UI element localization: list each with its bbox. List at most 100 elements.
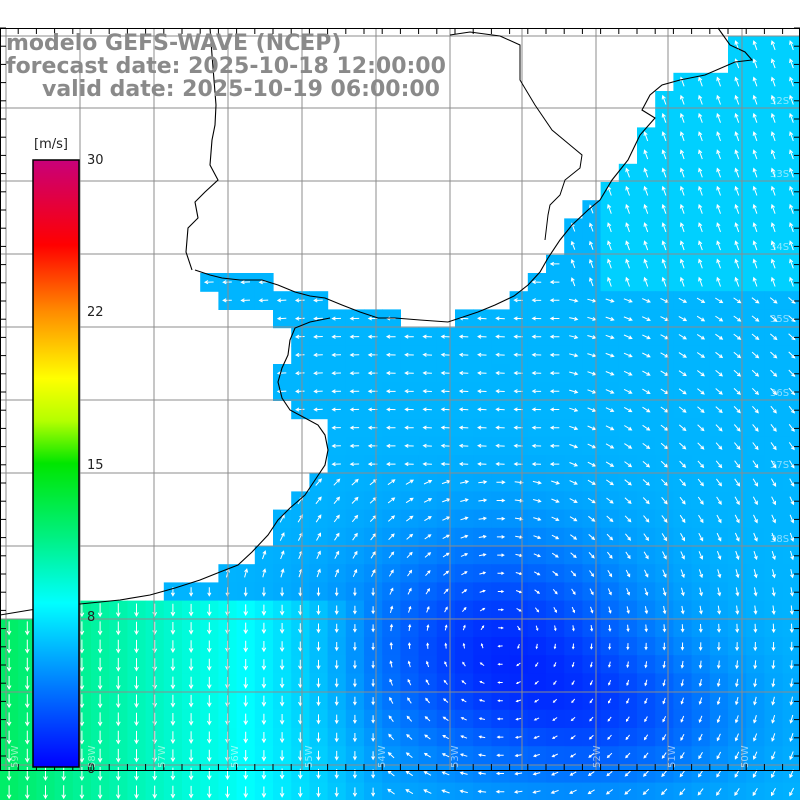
wind-arrow: [661, 222, 667, 233]
wind-arrow: [331, 425, 341, 430]
wind-arrow: [134, 712, 139, 727]
wind-arrow: [770, 131, 776, 142]
wind-arrow: [643, 131, 649, 142]
wind-arrow: [461, 571, 468, 576]
wind-arrow: [607, 203, 612, 214]
wind-arrow: [733, 315, 742, 322]
wind-arrow: [352, 532, 358, 541]
wind-arrow: [715, 406, 723, 414]
wind-arrow: [569, 789, 577, 794]
wind-arrow: [79, 694, 85, 709]
wind-arrow: [462, 642, 466, 649]
wind-arrow: [608, 661, 611, 668]
wind-arrow: [240, 298, 251, 303]
wind-arrow: [97, 712, 103, 727]
wind-arrow: [549, 280, 560, 285]
wind-arrow: [570, 570, 577, 577]
wind-arrow: [334, 623, 339, 634]
wind-arrow: [353, 587, 357, 597]
wind-arrow: [715, 424, 723, 432]
wind-arrow: [790, 569, 795, 579]
wind-arrow: [385, 334, 396, 339]
wind-arrow: [661, 276, 667, 287]
wind-arrow: [660, 460, 669, 468]
wind-arrow: [279, 714, 285, 725]
wind-arrow: [680, 624, 685, 633]
wind-arrow: [642, 788, 650, 796]
wind-arrow: [334, 532, 340, 541]
wind-arrow: [477, 370, 487, 376]
wind-arrow: [404, 425, 414, 430]
wind-arrow: [115, 785, 121, 800]
wind-arrow: [240, 280, 251, 285]
wind-arrow: [698, 258, 703, 269]
wind-arrow: [334, 678, 339, 688]
wind-arrow: [642, 770, 649, 777]
wind-arrow: [243, 640, 249, 653]
wind-arrow: [549, 443, 560, 448]
wind-arrow: [679, 788, 686, 796]
wind-arrow: [115, 657, 121, 672]
wind-arrow: [698, 149, 703, 160]
wind-arrow: [770, 94, 776, 105]
wind-arrow: [752, 258, 758, 269]
wind-arrow: [771, 641, 776, 652]
wind-arrow: [553, 643, 557, 650]
wind-arrow: [389, 696, 394, 704]
wind-arrow: [660, 788, 668, 796]
wind-arrow: [97, 694, 103, 709]
wind-arrow: [770, 276, 776, 287]
wind-arrow: [170, 694, 176, 708]
wind-arrow: [6, 712, 12, 727]
wind-arrow: [389, 623, 394, 632]
wind-arrow: [753, 696, 757, 706]
wind-arrow: [716, 149, 721, 160]
wind-arrow: [644, 642, 648, 651]
wind-arrow: [462, 624, 466, 631]
wind-arrow: [444, 624, 448, 631]
lon-label: 50W: [740, 745, 751, 768]
wind-arrow: [517, 625, 521, 631]
wind-arrow: [699, 605, 703, 615]
wind-arrow: [316, 714, 321, 725]
wind-arrow: [514, 771, 523, 776]
wind-arrow: [770, 185, 776, 196]
wind-arrow: [262, 550, 267, 560]
wind-arrow: [352, 733, 357, 743]
wind-arrow: [789, 496, 795, 506]
wind-arrow: [333, 514, 340, 523]
wind-arrow: [6, 639, 12, 654]
wind-arrow: [752, 424, 759, 432]
wind-arrow: [735, 605, 740, 615]
wind-arrow: [349, 352, 360, 358]
wind-arrow: [607, 258, 612, 269]
wind-arrow: [206, 767, 212, 781]
wind-arrow: [605, 461, 615, 467]
wind-arrow: [243, 659, 249, 671]
wind-arrow: [679, 460, 687, 468]
wind-arrow: [458, 334, 469, 339]
wind-arrow: [716, 167, 721, 178]
wind-arrow: [134, 676, 139, 690]
wind-arrow: [569, 480, 578, 485]
wind-arrow: [661, 131, 667, 142]
wind-arrow: [770, 369, 778, 377]
wind-arrow: [351, 478, 359, 486]
wind-arrow: [733, 297, 742, 304]
wind-arrow: [405, 770, 413, 777]
wind-arrow: [440, 443, 451, 448]
latitude-labels: 32S 33S 34S 35S 36S 37S 38S: [770, 96, 789, 545]
wind-arrow: [643, 734, 649, 741]
wind-arrow: [589, 680, 593, 686]
wind-arrow: [424, 534, 432, 540]
wind-arrow: [371, 642, 375, 651]
wind-arrow: [477, 462, 487, 467]
wind-arrow: [426, 624, 430, 631]
wind-arrow: [170, 622, 176, 635]
wind-arrow: [261, 713, 267, 726]
wind-arrow: [679, 185, 685, 196]
lat-label: 38S: [770, 534, 789, 545]
wind-arrow: [698, 751, 703, 760]
wind-arrow: [514, 753, 522, 758]
wind-arrow: [422, 407, 432, 412]
